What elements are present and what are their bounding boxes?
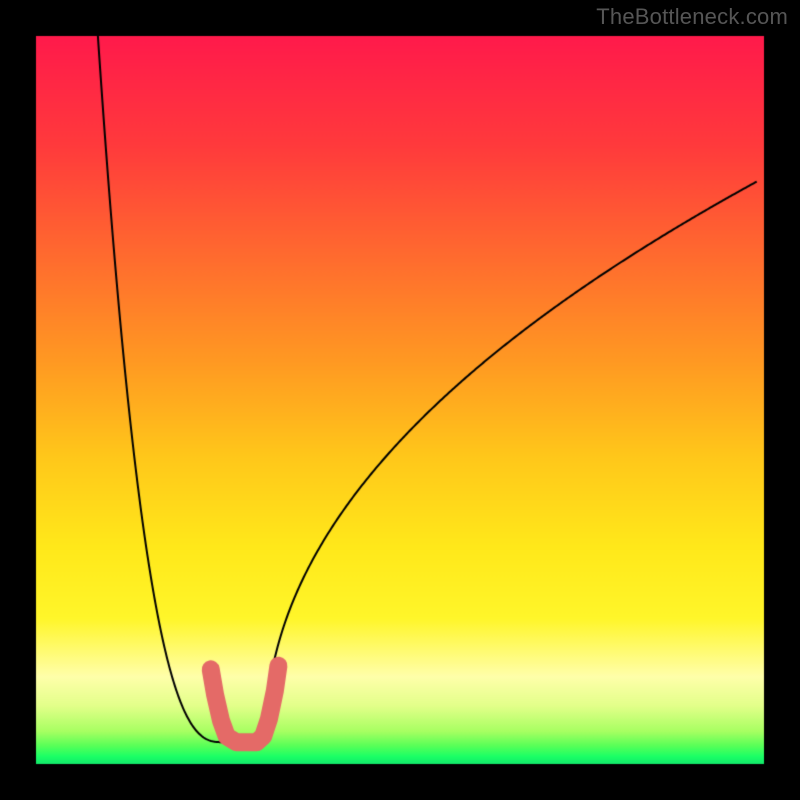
watermark-text: TheBottleneck.com bbox=[596, 4, 788, 30]
bottleneck-curve-chart bbox=[0, 0, 800, 800]
chart-stage: TheBottleneck.com bbox=[0, 0, 800, 800]
